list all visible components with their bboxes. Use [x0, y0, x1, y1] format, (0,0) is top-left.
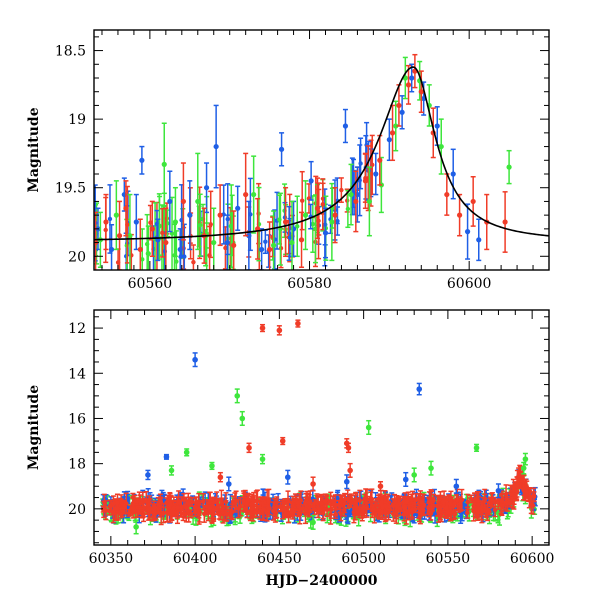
data-point [378, 482, 384, 491]
data-point [474, 444, 480, 451]
data-point [400, 96, 405, 129]
data-point [403, 473, 409, 487]
data-point [295, 320, 301, 327]
data-point [226, 477, 232, 491]
data-point [145, 470, 151, 479]
x-tick-label: 60450 [257, 551, 302, 567]
y-axis-label: Magnitude [26, 385, 42, 470]
data-point [214, 105, 219, 187]
data-point [218, 473, 224, 482]
data-point [235, 186, 240, 230]
data-point [164, 454, 170, 460]
plot-area [100, 320, 537, 534]
data-point [192, 353, 198, 367]
data-point [444, 174, 449, 215]
data-point [246, 443, 252, 452]
data-point [295, 196, 300, 256]
x-tick-label: 60600 [510, 551, 555, 567]
data-point [279, 133, 284, 166]
series-blue [145, 353, 501, 498]
data-point [184, 449, 190, 456]
y-tick-label: 19.5 [55, 181, 86, 197]
data-point [103, 195, 108, 250]
x-tick-label: 60400 [173, 551, 218, 567]
plot-area [93, 55, 549, 293]
data-point [329, 184, 334, 261]
data-point [416, 383, 422, 394]
data-point [283, 188, 288, 257]
data-point [234, 389, 240, 403]
data-point [366, 421, 372, 435]
x-tick-label: 60600 [447, 276, 492, 292]
y-tick-label: 16 [68, 411, 86, 427]
data-point [506, 151, 511, 184]
data-point [323, 208, 328, 257]
y-tick-label: 19 [68, 112, 86, 128]
x-axis-label: HJD−2400000 [266, 573, 378, 589]
data-point [476, 219, 481, 260]
data-point [285, 470, 291, 484]
data-point [390, 105, 395, 160]
data-point [251, 156, 256, 233]
data-point [280, 438, 286, 445]
y-tick-label: 18.5 [55, 44, 86, 60]
data-point [343, 110, 348, 143]
background-measurements [100, 465, 537, 528]
data-point [411, 468, 417, 482]
x-tick-label: 60580 [287, 276, 332, 292]
data-point [471, 177, 476, 226]
y-tick-label: 18 [68, 457, 86, 473]
data-point [260, 455, 266, 464]
x-tick-label: 60550 [426, 551, 471, 567]
data-point [502, 192, 507, 252]
data-point [465, 204, 470, 259]
y-tick-label: 14 [68, 366, 86, 382]
x-tick-label: 60350 [89, 551, 134, 567]
y-tick-label: 20 [68, 249, 86, 265]
data-point [277, 326, 283, 335]
bottom-panel: 60350 60400 60450 60500 60550 60600 12 14 16 18 20… [26, 310, 554, 589]
data-point [310, 477, 316, 491]
x-tick-label: 60560 [128, 276, 173, 292]
y-axis-label: Magnitude [26, 107, 42, 192]
data-point [387, 119, 392, 160]
top-panel: 60560 60580 60600 18.5 19 19.5 20 Magnitude [26, 30, 549, 292]
series-red [218, 320, 384, 491]
data-point [218, 185, 223, 245]
data-point [169, 466, 175, 475]
y-tick-label: 20 [68, 502, 86, 518]
data-point [428, 461, 434, 475]
y-tick-label: 12 [68, 321, 86, 337]
data-point [239, 412, 245, 426]
data-point [209, 463, 215, 470]
data-point [454, 479, 460, 493]
data-point [134, 195, 139, 250]
data-point [139, 147, 144, 174]
data-point [187, 181, 192, 250]
data-point [243, 153, 248, 235]
x-tick-label: 60500 [341, 551, 386, 567]
data-point [260, 325, 266, 332]
